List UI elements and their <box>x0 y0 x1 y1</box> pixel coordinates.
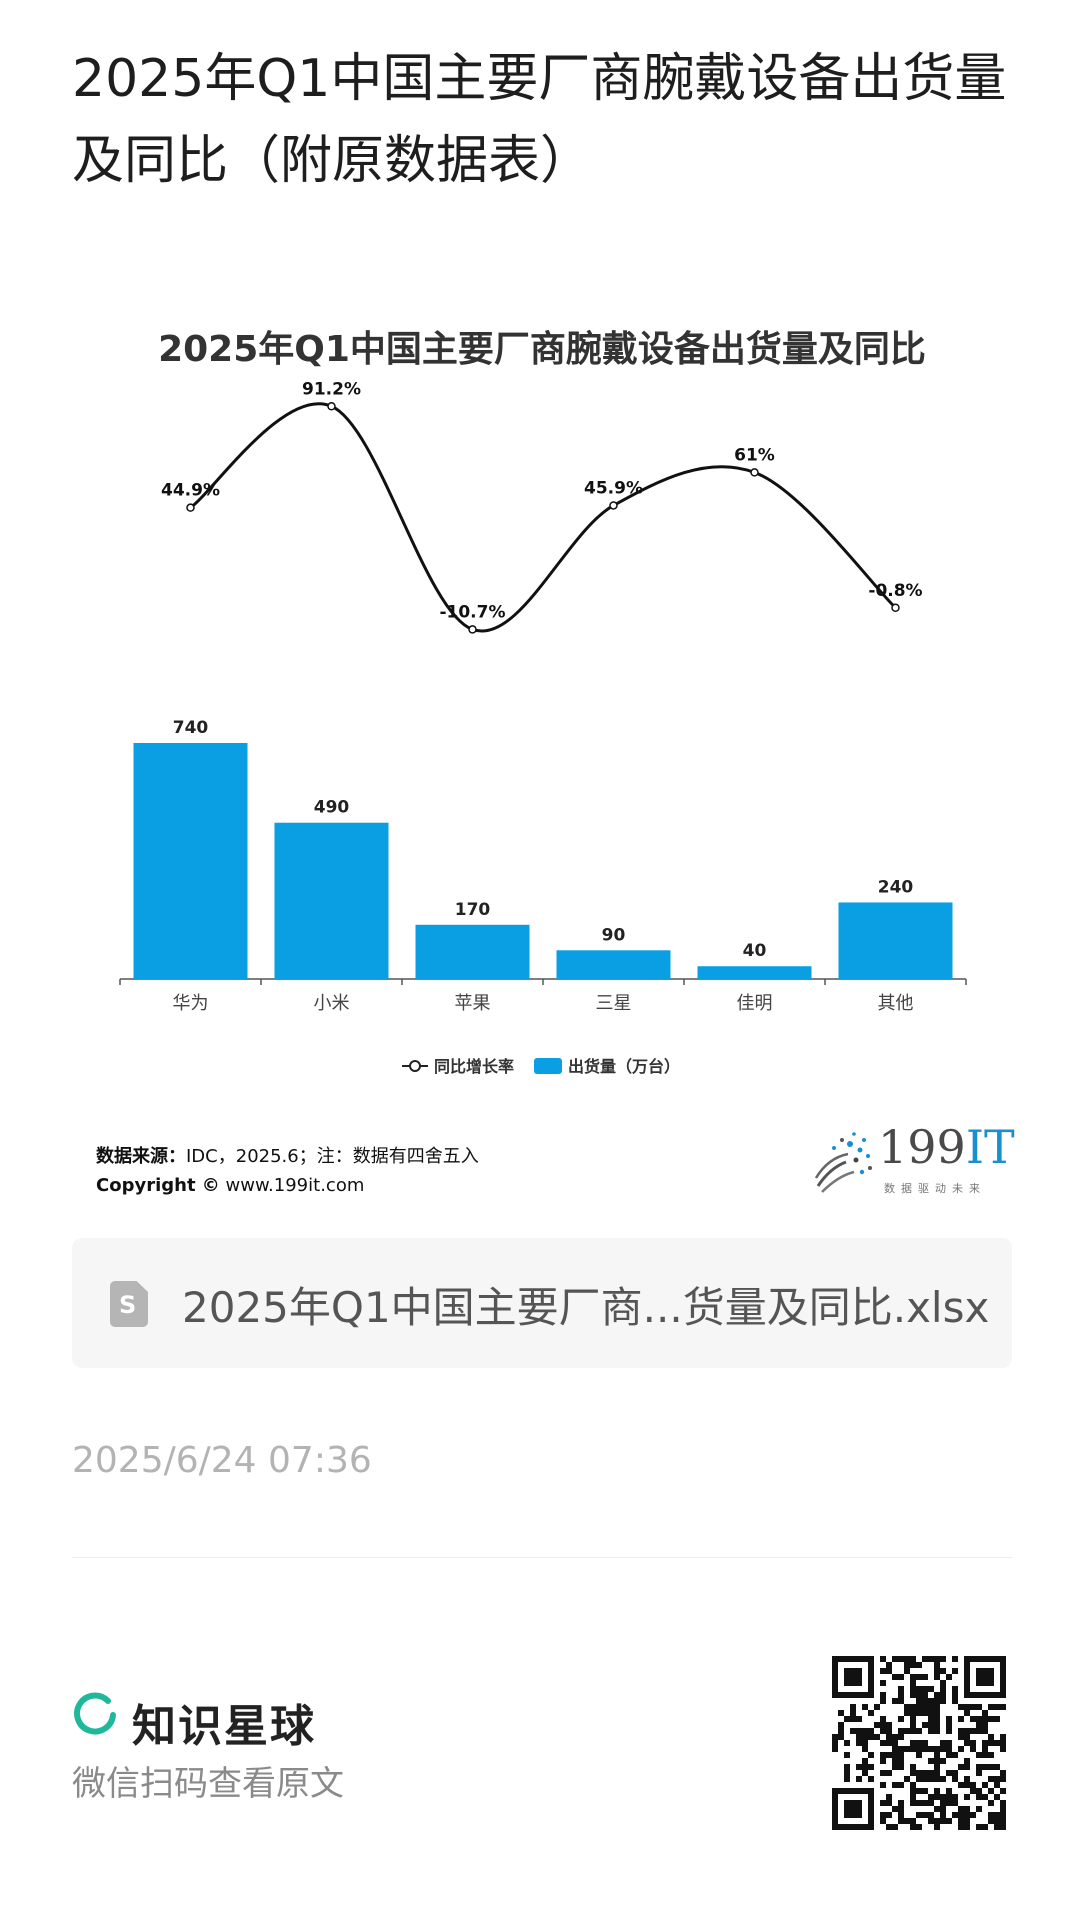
attachment-name: 2025年Q1中国主要厂商...货量及同比.xlsx <box>182 1283 990 1332</box>
bar <box>415 924 530 979</box>
growth-value-label: -0.8% <box>868 581 922 601</box>
source-text: IDC，2025.6；注：数据有四舍五入 <box>186 1146 479 1167</box>
growth-point <box>750 468 759 477</box>
category-label: 其他 <box>878 993 914 1014</box>
divider <box>72 1557 1012 1558</box>
growth-value-label: 91.2% <box>302 379 361 399</box>
legend-line-marker <box>409 1060 421 1072</box>
category-label: 佳明 <box>737 993 773 1014</box>
growth-point <box>468 625 477 634</box>
growth-point <box>327 402 336 411</box>
bar-value-label: 40 <box>743 941 767 961</box>
legend-label-shipments: 出货量（万台） <box>568 1057 680 1076</box>
bar-value-label: 490 <box>314 798 350 818</box>
bar <box>274 822 389 979</box>
bar-value-label: 240 <box>878 877 914 897</box>
growth-value-label: 44.9% <box>161 481 220 501</box>
source-label: 数据来源： <box>96 1146 186 1167</box>
source-note: 数据来源：IDC，2025.6；注：数据有四舍五入 Copyright © ww… <box>96 1142 479 1200</box>
bar-value-label: 90 <box>602 925 626 945</box>
post-timestamp: 2025/6/24 07:36 <box>72 1440 372 1481</box>
logo-tagline: 数据驱动未来 <box>884 1182 986 1195</box>
category-label: 华为 <box>173 993 209 1014</box>
chart-image: 2025年Q1中国主要厂商腕戴设备出货量及同比 740 华为 490 小米 170 苹果 9… <box>72 290 1015 1210</box>
bar <box>556 950 671 979</box>
category-label: 小米 <box>314 993 350 1014</box>
legend-label-growth: 同比增长率 <box>434 1057 514 1076</box>
attachment-card[interactable]: S 2025年Q1中国主要厂商...货量及同比.xlsx <box>72 1238 1012 1368</box>
spreadsheet-file-icon: S <box>110 1281 148 1327</box>
page-title: 2025年Q1中国主要厂商腕戴设备出货量及同比（附原数据表） <box>72 49 1007 191</box>
chart-plot: 740 华为 490 小米 170 苹果 90 三星 40 佳明 240 其他 44.9% 91.2% -1… <box>119 379 967 1076</box>
chart-title: 2025年Q1中国主要厂商腕戴设备出货量及同比 <box>158 329 926 370</box>
zsxq-logo-icon <box>74 1692 116 1735</box>
growth-point <box>609 501 618 510</box>
growth-value-label: 61% <box>734 445 775 465</box>
bar-value-label: 740 <box>173 718 209 738</box>
logo-text: 199IT <box>878 1120 1015 1174</box>
legend-bar-swatch <box>534 1058 562 1074</box>
category-label: 苹果 <box>455 993 491 1014</box>
copyright-url: www.199it.com <box>225 1175 365 1196</box>
growth-value-label: 45.9% <box>584 478 643 498</box>
logo-mark-icon <box>814 1132 872 1193</box>
bar <box>133 743 248 979</box>
copyright-label: Copyright © <box>96 1175 220 1196</box>
bar-value-label: 170 <box>455 900 491 920</box>
qr-code <box>832 1656 1006 1830</box>
growth-point <box>186 503 195 512</box>
category-label: 三星 <box>596 993 632 1014</box>
bar <box>838 902 953 979</box>
logo-199it: 199IT 数据驱动未来 <box>808 1120 1015 1208</box>
brand-name: 知识星球 <box>132 1701 316 1752</box>
scan-hint: 微信扫码查看原文 <box>72 1764 344 1804</box>
bar <box>697 966 812 979</box>
growth-line <box>189 402 897 633</box>
growth-point <box>891 603 900 613</box>
growth-value-label: -10.7% <box>439 602 505 622</box>
